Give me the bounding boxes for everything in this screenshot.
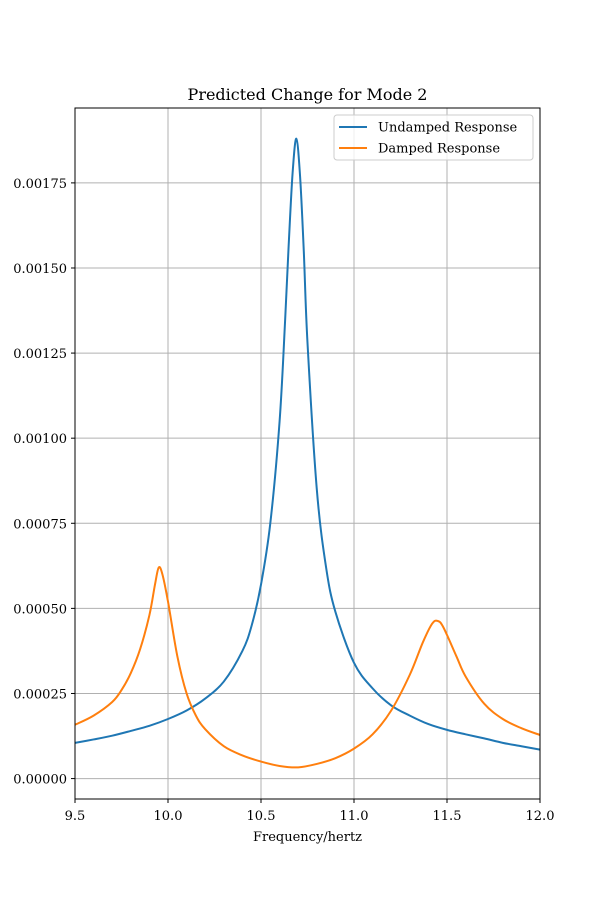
legend-label: Undamped Response: [378, 121, 518, 136]
x-tick-label: 12.0: [526, 809, 555, 824]
x-tick-label: 9.5: [65, 809, 86, 824]
axis-ticks: 9.5 10.0 10.5 11.0 11.5 12.0 0.00000 0.00025 0.0…: [13, 177, 554, 824]
x-tick-label: 10.5: [247, 809, 276, 824]
y-tick-label: 0.00075: [13, 517, 67, 532]
legend-label: Damped Response: [378, 142, 500, 157]
y-tick-label: 0.00000: [13, 773, 67, 788]
x-tick-label: 11.5: [433, 809, 462, 824]
plot-area-frame: [74, 107, 541, 800]
plot-lines: [74, 137, 541, 769]
y-tick-label: 0.00125: [13, 347, 67, 362]
y-tick-label: 0.00025: [13, 687, 67, 702]
series-line-undamped: [74, 137, 541, 751]
x-tick-label: 11.0: [340, 809, 369, 824]
y-tick-label: 0.00050: [13, 602, 67, 617]
x-axis-label: Frequency/hertz: [253, 830, 362, 845]
x-tick-label: 10.0: [154, 809, 183, 824]
legend-box: [333, 114, 534, 161]
y-tick-label: 0.00175: [13, 177, 67, 192]
chart-title: Predicted Change for Mode 2: [188, 85, 428, 104]
y-tick-label: 0.00100: [13, 432, 67, 447]
y-tick-label: 0.00150: [13, 262, 67, 277]
legend: Undamped Response Damped Response: [333, 114, 534, 161]
grid: [74, 108, 541, 799]
series-line-damped: [74, 566, 541, 769]
